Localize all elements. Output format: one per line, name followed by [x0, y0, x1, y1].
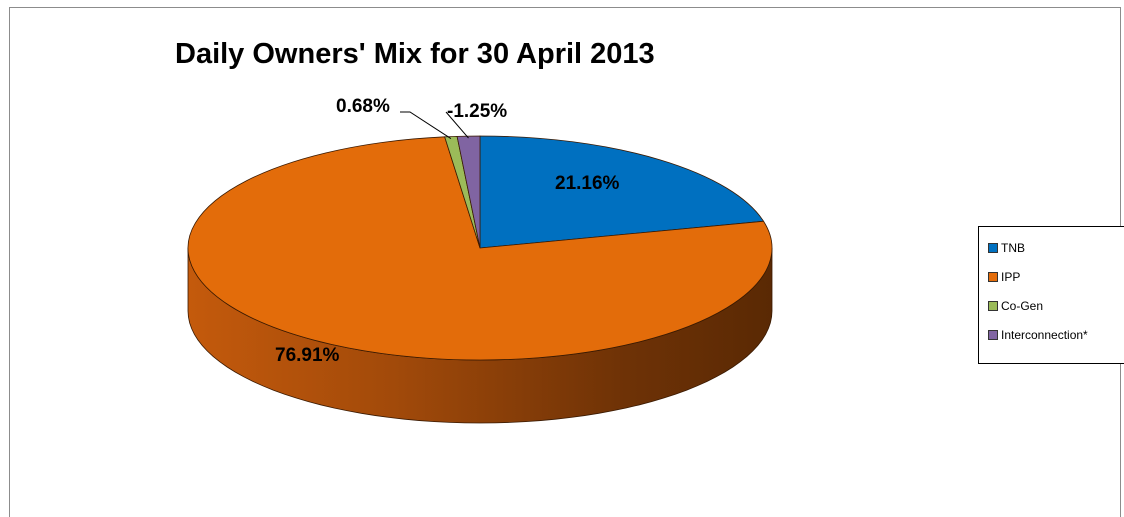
legend-label-ipp: IPP: [1001, 269, 1021, 284]
data-label-tnb: 21.16%: [555, 173, 620, 194]
data-label-co-gen: 0.68%: [336, 96, 390, 117]
pie-slice-interconnection: [456, 135, 481, 249]
legend-label-co-gen: Co-Gen: [1001, 298, 1044, 313]
legend-label-tnb: TNB: [1001, 240, 1025, 255]
legend: TNB IPP Co-Gen Interconnection*: [978, 226, 1124, 364]
data-label-ipp: 76.91%: [275, 345, 340, 366]
legend-swatch-ipp: [988, 271, 998, 282]
leader-line-interconnection: [445, 111, 469, 139]
leader-line-co-gen: [400, 111, 452, 140]
legend-item-ipp: IPP: [979, 262, 1124, 291]
legend-item-co-gen: Co-Gen: [979, 291, 1124, 320]
pie-slice-ipp: [187, 136, 773, 361]
data-label-interconnection: -1.25%: [447, 101, 507, 122]
chart-area: Daily Owners' Mix for 30 April 2013 21.1…: [9, 7, 1124, 517]
legend-swatch-interconnection: [988, 329, 998, 340]
pie-slice-tnb: [479, 135, 765, 249]
legend-swatch-tnb: [988, 242, 998, 253]
legend-item-interconnection: Interconnection*: [979, 320, 1124, 349]
legend-swatch-co-gen: [988, 300, 998, 311]
chart-title: Daily Owners' Mix for 30 April 2013: [175, 38, 655, 70]
legend-item-tnb: TNB: [979, 233, 1124, 262]
pie-chart: 21.16% 76.91% 0.68% -1.25%: [187, 96, 773, 424]
legend-label-interconnection: Interconnection*: [1001, 327, 1088, 342]
